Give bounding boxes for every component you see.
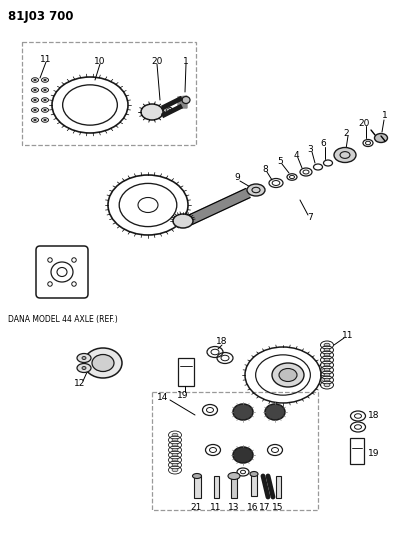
Bar <box>22 42 196 145</box>
Bar <box>152 392 318 510</box>
Ellipse shape <box>324 378 330 382</box>
Ellipse shape <box>172 463 178 467</box>
Ellipse shape <box>44 79 46 81</box>
Text: 15: 15 <box>272 504 284 513</box>
Ellipse shape <box>324 373 330 377</box>
Text: 2: 2 <box>343 128 349 138</box>
Text: 11: 11 <box>342 330 354 340</box>
Text: 20: 20 <box>358 118 370 127</box>
Ellipse shape <box>77 364 91 373</box>
Ellipse shape <box>324 343 330 347</box>
Text: 11: 11 <box>210 504 222 513</box>
Ellipse shape <box>173 214 193 228</box>
Ellipse shape <box>272 363 304 387</box>
Ellipse shape <box>172 438 178 442</box>
Polygon shape <box>178 96 187 108</box>
Text: 14: 14 <box>157 393 169 402</box>
Ellipse shape <box>233 404 253 420</box>
Bar <box>231 476 237 498</box>
Ellipse shape <box>324 368 330 372</box>
Ellipse shape <box>141 104 163 120</box>
Ellipse shape <box>172 448 178 452</box>
Ellipse shape <box>44 119 46 121</box>
Ellipse shape <box>233 447 253 463</box>
Text: 4: 4 <box>293 150 299 159</box>
Bar <box>194 476 201 498</box>
Ellipse shape <box>324 358 330 362</box>
Ellipse shape <box>44 109 46 111</box>
Bar <box>350 438 364 464</box>
Ellipse shape <box>250 472 258 477</box>
Text: 8: 8 <box>262 165 268 174</box>
Text: 18: 18 <box>216 337 228 346</box>
Ellipse shape <box>34 109 36 111</box>
Text: 1: 1 <box>382 111 388 120</box>
Ellipse shape <box>375 133 388 142</box>
Text: 12: 12 <box>74 379 85 389</box>
Bar <box>251 474 257 496</box>
Text: 20: 20 <box>151 58 163 67</box>
Text: 19: 19 <box>177 391 189 400</box>
Text: 9: 9 <box>234 174 240 182</box>
Text: 17: 17 <box>259 504 271 513</box>
Text: 18: 18 <box>368 410 380 419</box>
Ellipse shape <box>228 472 240 480</box>
Ellipse shape <box>324 364 330 367</box>
Ellipse shape <box>182 96 190 103</box>
Bar <box>214 476 219 498</box>
Ellipse shape <box>82 357 86 359</box>
Ellipse shape <box>44 99 46 101</box>
Ellipse shape <box>172 453 178 457</box>
Text: 16: 16 <box>247 504 259 513</box>
Ellipse shape <box>172 458 178 462</box>
Ellipse shape <box>34 99 36 101</box>
Ellipse shape <box>193 473 201 479</box>
Polygon shape <box>188 189 250 224</box>
Text: 19: 19 <box>368 448 380 457</box>
Ellipse shape <box>77 353 91 362</box>
Text: 21: 21 <box>190 504 202 513</box>
Ellipse shape <box>172 469 178 472</box>
Ellipse shape <box>34 89 36 91</box>
Text: 6: 6 <box>320 140 326 149</box>
Ellipse shape <box>247 184 265 196</box>
Ellipse shape <box>92 354 114 372</box>
Bar <box>178 358 194 386</box>
Text: 5: 5 <box>277 157 283 166</box>
Text: 10: 10 <box>94 58 106 67</box>
Text: 13: 13 <box>228 504 240 513</box>
Text: DANA MODEL 44 AXLE (REF.): DANA MODEL 44 AXLE (REF.) <box>8 315 118 324</box>
Ellipse shape <box>34 79 36 81</box>
Text: 1: 1 <box>183 58 189 67</box>
Bar <box>276 476 281 498</box>
Ellipse shape <box>324 348 330 352</box>
Ellipse shape <box>265 404 285 420</box>
Ellipse shape <box>172 433 178 437</box>
Text: 7: 7 <box>307 214 313 222</box>
Ellipse shape <box>84 348 122 378</box>
Ellipse shape <box>324 383 330 387</box>
Text: 3: 3 <box>307 144 313 154</box>
Ellipse shape <box>334 148 356 163</box>
Ellipse shape <box>279 368 297 382</box>
Ellipse shape <box>44 89 46 91</box>
Ellipse shape <box>82 367 86 369</box>
Ellipse shape <box>324 353 330 357</box>
Text: 11: 11 <box>40 55 52 64</box>
Ellipse shape <box>172 443 178 447</box>
Text: 81J03 700: 81J03 700 <box>8 10 74 23</box>
Ellipse shape <box>34 119 36 121</box>
